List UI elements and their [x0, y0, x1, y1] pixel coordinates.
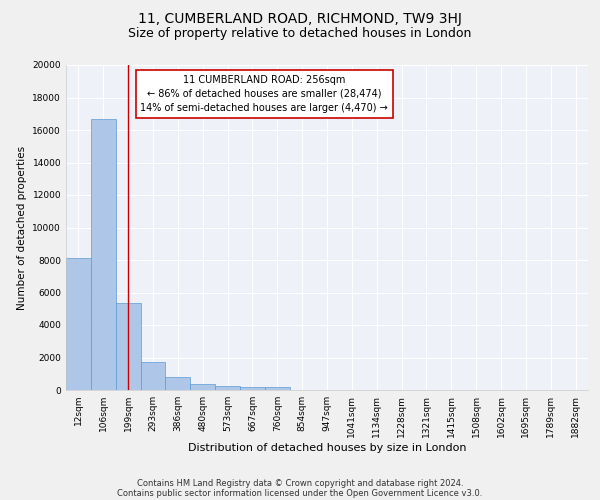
Bar: [190, 384, 215, 390]
Text: Contains public sector information licensed under the Open Government Licence v3: Contains public sector information licen…: [118, 488, 482, 498]
X-axis label: Distribution of detached houses by size in London: Distribution of detached houses by size …: [188, 442, 466, 452]
Bar: [91, 118, 116, 390]
Y-axis label: Number of detached properties: Number of detached properties: [17, 146, 27, 310]
Bar: [116, 303, 140, 390]
Bar: [240, 387, 265, 390]
Bar: [140, 362, 166, 390]
Text: Contains HM Land Registry data © Crown copyright and database right 2024.: Contains HM Land Registry data © Crown c…: [137, 478, 463, 488]
Text: Size of property relative to detached houses in London: Size of property relative to detached ho…: [128, 28, 472, 40]
Text: 11, CUMBERLAND ROAD, RICHMOND, TW9 3HJ: 11, CUMBERLAND ROAD, RICHMOND, TW9 3HJ: [138, 12, 462, 26]
Bar: [265, 387, 290, 390]
Bar: [215, 386, 240, 390]
Bar: [166, 378, 190, 390]
Bar: [66, 258, 91, 390]
Text: 11 CUMBERLAND ROAD: 256sqm
← 86% of detached houses are smaller (28,474)
14% of : 11 CUMBERLAND ROAD: 256sqm ← 86% of deta…: [140, 74, 388, 113]
